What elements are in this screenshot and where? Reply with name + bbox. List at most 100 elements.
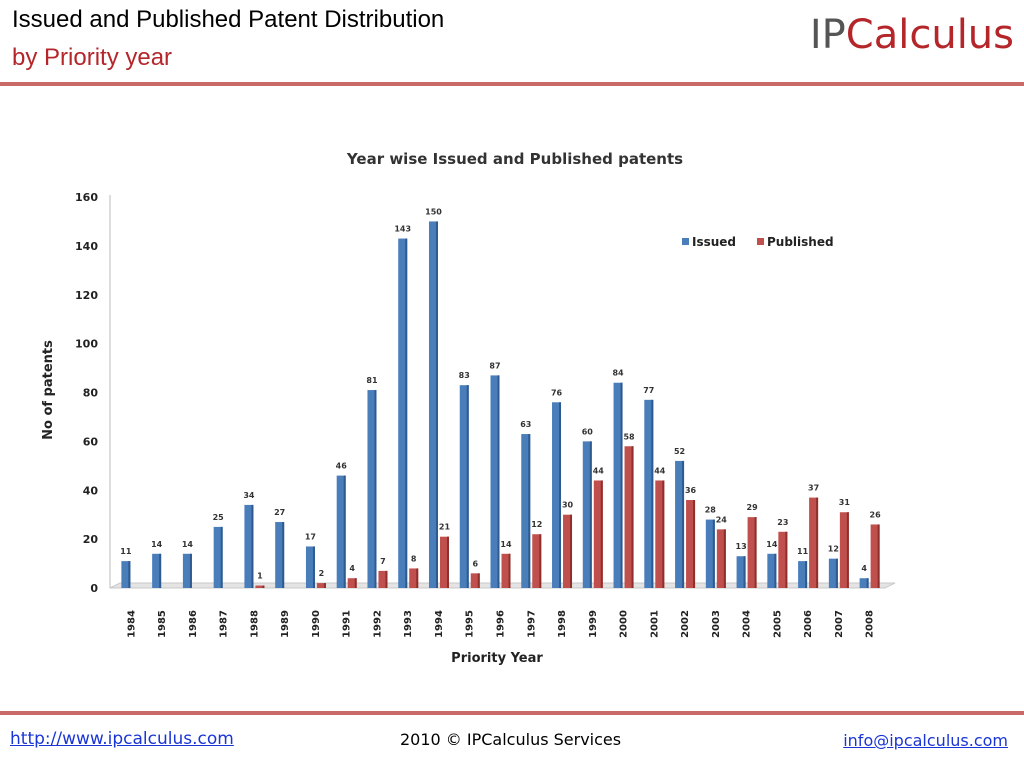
y-tick-label: 140 xyxy=(75,240,98,253)
x-tick-label: 2005 xyxy=(772,610,783,638)
legend-swatch-issued xyxy=(682,238,689,245)
bar-issued-shade xyxy=(374,390,377,588)
bar-issued xyxy=(490,375,500,588)
email-link[interactable]: info@ipcalculus.com xyxy=(843,731,1008,750)
bar-issued-shade xyxy=(312,546,315,588)
bar-issued-shade xyxy=(189,553,192,588)
x-tick-label: 2003 xyxy=(711,610,722,638)
y-tick-label: 20 xyxy=(83,533,99,546)
data-label-issued: 4 xyxy=(861,564,867,573)
x-tick-label: 1996 xyxy=(496,610,507,638)
data-label-issued: 28 xyxy=(705,506,717,515)
x-tick-label: 1984 xyxy=(126,610,137,638)
bar-issued xyxy=(552,402,562,588)
y-axis-label: No of patents xyxy=(41,340,56,440)
data-label-issued: 60 xyxy=(582,427,594,436)
bar-issued-shade xyxy=(466,385,469,588)
data-label-issued: 83 xyxy=(459,371,470,380)
bar-issued-shade xyxy=(866,578,869,588)
bar-issued xyxy=(767,553,777,588)
bar-published-shade xyxy=(723,529,726,588)
bar-published xyxy=(655,480,665,588)
bar-issued xyxy=(336,475,346,588)
bar-issued-shade xyxy=(435,221,438,588)
x-tick-label: 1991 xyxy=(342,610,353,638)
x-tick-label: 2001 xyxy=(649,610,660,638)
x-tick-label: 1986 xyxy=(188,610,199,638)
data-label-published: 31 xyxy=(839,498,851,507)
legend-label-published: Published xyxy=(767,235,834,249)
y-tick-label: 160 xyxy=(75,191,98,204)
bar-published-shade xyxy=(508,553,511,588)
x-tick-label: 2008 xyxy=(865,610,876,638)
data-label-issued: 52 xyxy=(674,447,685,456)
bar-published xyxy=(347,578,357,588)
bar-published xyxy=(501,553,511,588)
data-label-issued: 87 xyxy=(489,361,500,370)
bar-published-shade xyxy=(570,514,573,588)
data-label-published: 23 xyxy=(777,518,788,527)
bar-issued-shade xyxy=(559,402,562,588)
bar-issued-shade xyxy=(651,399,654,588)
y-tick-label: 40 xyxy=(83,484,99,497)
bar-issued xyxy=(398,238,408,588)
bar-issued-shade xyxy=(774,553,777,588)
bar-published-shade xyxy=(816,497,819,588)
bar-issued xyxy=(428,221,438,588)
bar-issued xyxy=(859,578,869,588)
x-tick-label: 1999 xyxy=(588,610,599,638)
bar-issued-shade xyxy=(405,238,408,588)
x-tick-label: 1993 xyxy=(403,610,414,638)
data-label-issued: 14 xyxy=(766,540,778,549)
bar-published xyxy=(532,534,542,588)
bar-issued-shade xyxy=(251,504,254,588)
data-label-published: 2 xyxy=(319,569,325,578)
website-link[interactable]: http://www.ipcalculus.com xyxy=(10,729,234,749)
bar-published xyxy=(255,585,265,588)
data-label-published: 58 xyxy=(623,432,635,441)
bar-published-shade xyxy=(323,583,326,588)
legend-swatch-published xyxy=(757,238,764,245)
x-tick-label: 1992 xyxy=(372,610,383,638)
x-tick-label: 1987 xyxy=(219,610,230,638)
bar-issued xyxy=(798,561,808,588)
bar-published-shade xyxy=(785,531,788,588)
data-label-issued: 34 xyxy=(243,491,255,500)
data-label-issued: 17 xyxy=(305,532,316,541)
x-tick-label: 2000 xyxy=(619,610,630,638)
bar-issued xyxy=(275,522,285,588)
header-divider xyxy=(0,82,1024,86)
bar-published-shade xyxy=(262,585,265,588)
bar-issued xyxy=(459,385,469,588)
bar-published-shade xyxy=(416,568,419,588)
data-label-issued: 84 xyxy=(612,369,624,378)
logo-ip: IP xyxy=(809,12,846,58)
data-label-issued: 76 xyxy=(551,388,563,397)
x-tick-label: 1997 xyxy=(526,610,537,638)
data-label-issued: 150 xyxy=(425,207,442,216)
data-label-issued: 143 xyxy=(394,225,411,234)
bar-published-shade xyxy=(600,480,603,588)
bar-published xyxy=(378,570,388,588)
bar-issued-shade xyxy=(589,441,592,588)
data-label-published: 1 xyxy=(257,572,263,581)
bar-published xyxy=(470,573,480,588)
data-label-issued: 11 xyxy=(120,547,132,556)
data-label-issued: 77 xyxy=(643,386,654,395)
bar-published xyxy=(716,529,726,588)
x-tick-label: 1988 xyxy=(249,610,260,638)
bar-published-shade xyxy=(662,480,665,588)
bar-published xyxy=(593,480,603,588)
y-tick-label: 120 xyxy=(75,289,98,302)
data-label-published: 7 xyxy=(380,557,386,566)
bar-published-shade xyxy=(877,524,880,588)
x-tick-label: 1994 xyxy=(434,610,445,638)
bar-issued-shade xyxy=(220,526,223,588)
bar-published xyxy=(439,536,449,588)
bar-issued xyxy=(367,390,377,588)
bar-issued-shade xyxy=(682,460,685,588)
bar-issued xyxy=(644,399,654,588)
data-label-issued: 63 xyxy=(520,420,531,429)
bar-published-shade xyxy=(354,578,357,588)
x-tick-label: 1995 xyxy=(465,610,476,638)
